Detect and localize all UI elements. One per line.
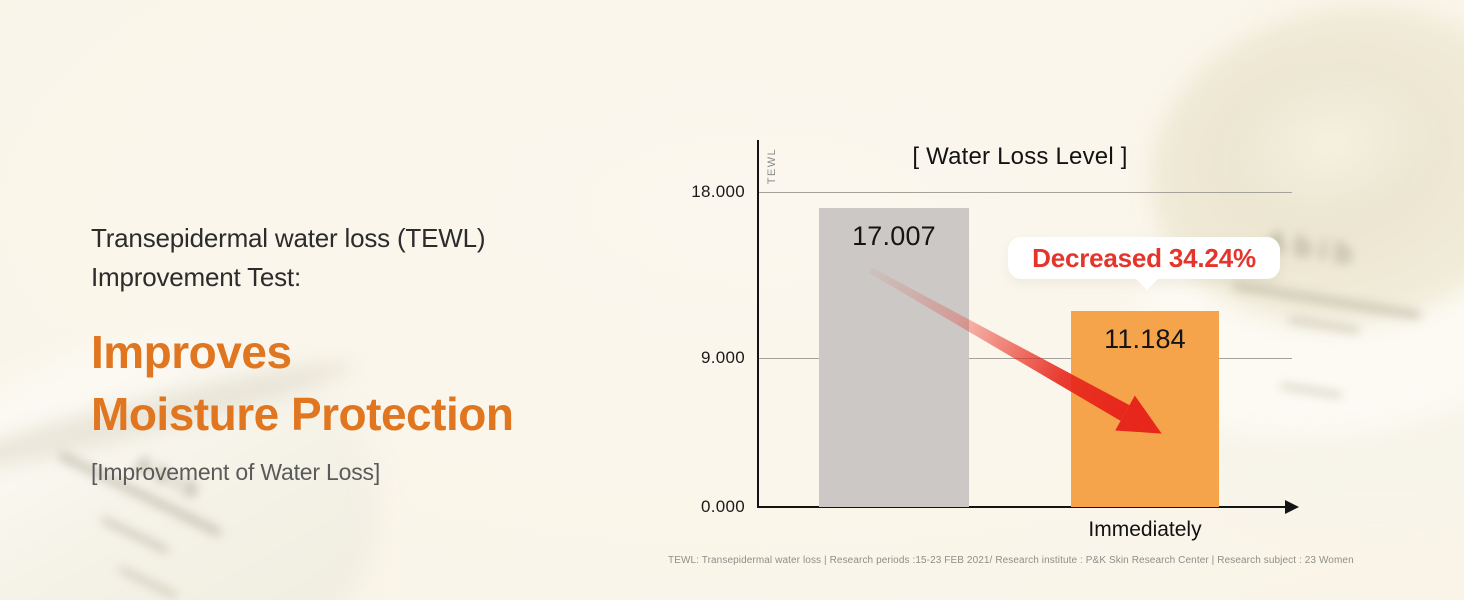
y-tick-18000: 18.000	[691, 182, 745, 201]
test-intro: Transepidermal water loss (TEWL) Improve…	[91, 219, 513, 297]
test-intro-line2: Improvement Test:	[91, 262, 301, 292]
decrease-badge-text: Decreased 34.24%	[1032, 242, 1256, 273]
y-axis-line	[757, 140, 759, 508]
y-tick-0000: 0.000	[700, 497, 745, 516]
chart-title: [ Water Loss Level ]	[912, 143, 1128, 170]
bar-before: 17.007	[819, 208, 969, 507]
headline-line1: Improves	[91, 326, 292, 378]
research-footnote: TEWL: Transepidermal water loss | Resear…	[668, 555, 1354, 566]
bar-after: 11.184	[1071, 310, 1219, 507]
gridline-18000	[758, 192, 1292, 193]
headline-line2: Moisture Protection	[91, 388, 514, 440]
headline-caption: [Improvement of Water Loss]	[91, 459, 381, 485]
x-tick-immediately: Immediately	[1088, 518, 1202, 541]
decrease-arrow-icon	[868, 267, 1162, 434]
headline: Improves Moisture Protection	[91, 321, 514, 445]
x-axis-arrowhead-icon	[1285, 500, 1299, 514]
badge-tail-pointer	[1134, 277, 1160, 290]
test-intro-line1: Transepidermal water loss (TEWL)	[91, 223, 486, 253]
bar-after-value: 11.184	[1104, 323, 1186, 354]
y-tick-9000: 9.000	[700, 348, 745, 367]
y-axis-label: TEWL	[766, 147, 778, 185]
x-axis-line	[757, 506, 1285, 508]
left-text-panel: Transepidermal water loss (TEWL) Improve…	[91, 219, 514, 486]
bar-before-value: 17.007	[852, 221, 936, 252]
decrease-badge: Decreased 34.24%	[1008, 237, 1280, 290]
